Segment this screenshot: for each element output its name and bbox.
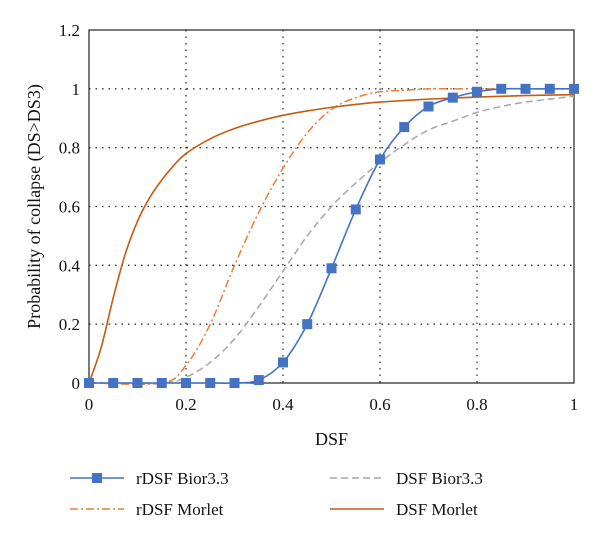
y-tick-label: 0.6 — [59, 198, 80, 217]
data-point-marker — [302, 319, 313, 330]
x-tick-label: 1 — [570, 395, 579, 414]
x-axis-title: DSF — [315, 429, 348, 449]
data-point-marker — [253, 375, 264, 386]
data-point-marker — [108, 378, 119, 388]
legend: rDSF Bior3.3 DSF Bior3.3 rDSF Morlet DSF Mo… — [70, 469, 483, 519]
data-point-marker — [229, 378, 240, 388]
data-point-marker — [278, 357, 288, 368]
series-dsf-bior3-3 — [88, 95, 575, 385]
data-point-marker — [132, 378, 143, 388]
data-point-marker — [205, 378, 216, 388]
y-tick-label: 1.2 — [59, 21, 80, 40]
y-tick-label: 1 — [72, 80, 81, 99]
legend-label: rDSF Morlet — [136, 500, 224, 519]
data-point-marker — [447, 92, 458, 103]
data-point-marker — [350, 204, 361, 215]
y-tick-label: 0 — [72, 374, 81, 393]
legend-item: DSF Morlet — [330, 500, 478, 519]
legend-label: rDSF Bior3.3 — [136, 469, 229, 488]
x-tick-label: 0.2 — [175, 395, 196, 414]
legend-item: DSF Bior3.3 — [330, 469, 483, 488]
data-point-marker — [520, 83, 531, 94]
y-axis-title: Probability of collapse (DS>DS3) — [24, 84, 45, 329]
x-tick-label: 0.6 — [369, 395, 390, 414]
series-layer — [84, 83, 579, 388]
series-line — [88, 95, 575, 385]
legend-item: rDSF Morlet — [70, 500, 224, 519]
data-point-marker — [569, 83, 579, 94]
x-tick-label: 0.8 — [466, 395, 487, 414]
series-rdsf-morlet — [88, 87, 574, 386]
legend-label: DSF Bior3.3 — [396, 469, 483, 488]
series-line — [88, 93, 575, 384]
data-point-marker — [375, 154, 385, 165]
legend-marker — [92, 473, 102, 483]
data-point-marker — [544, 83, 555, 94]
series-rdsf-bior3-3 — [84, 83, 579, 388]
data-point-marker — [181, 378, 191, 388]
series-line — [88, 87, 574, 386]
data-point-marker — [496, 83, 507, 94]
plot-area-frame — [88, 29, 575, 384]
data-point-marker — [84, 378, 94, 388]
data-point-marker — [423, 101, 434, 112]
y-tick-label: 0.8 — [59, 139, 80, 158]
data-point-marker — [156, 378, 167, 388]
data-point-marker — [472, 86, 482, 97]
data-point-marker — [326, 263, 337, 274]
y-tick-label: 0.2 — [59, 315, 80, 334]
x-tick-label: 0 — [85, 395, 94, 414]
series-dsf-morlet — [88, 93, 575, 384]
legend-item: rDSF Bior3.3 — [70, 469, 229, 488]
x-axis-ticks: 0 0.2 0.4 0.6 0.8 1 — [85, 395, 579, 414]
legend-label: DSF Morlet — [396, 500, 478, 519]
y-axis-ticks: 0 0.2 0.4 0.6 0.8 1 1.2 — [59, 21, 81, 393]
x-tick-label: 0.4 — [272, 395, 294, 414]
y-tick-label: 0.4 — [59, 256, 81, 275]
data-point-marker — [399, 122, 410, 133]
